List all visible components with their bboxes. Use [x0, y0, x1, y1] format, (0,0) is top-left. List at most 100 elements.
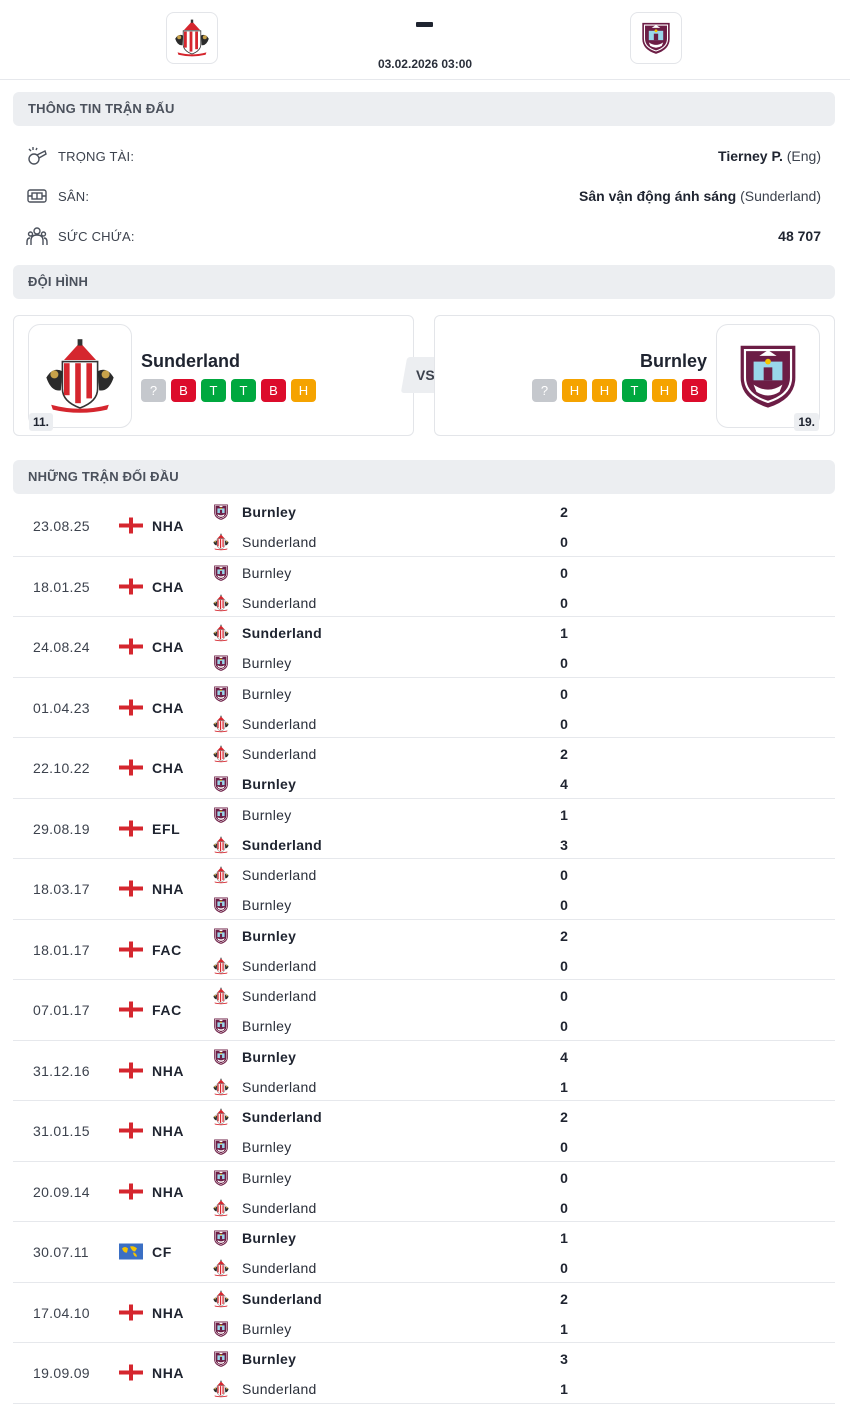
second-team[interactable]: Sunderland	[212, 1197, 317, 1219]
h2h-match-row[interactable]: 07.01.17 FAC Sunderland Burnley 0 0	[13, 980, 835, 1041]
sunderland-crest-icon	[212, 1259, 230, 1277]
h2h-match-row[interactable]: 18.01.25 CHA Burnley Sunderland 0 0	[13, 557, 835, 617]
h2h-match-row[interactable]: 30.07.11 CF Burnley Sunderland 1 0	[13, 1222, 835, 1283]
first-team[interactable]: Burnley	[212, 562, 292, 584]
first-team-name: Burnley	[242, 1169, 292, 1186]
home-team-card[interactable]: 11. Sunderland ? B T T B H	[13, 315, 414, 436]
competition-code[interactable]: FAC	[152, 941, 182, 958]
match-date: 31.12.16	[33, 1062, 90, 1079]
second-team[interactable]: Burnley	[212, 773, 296, 795]
home-team-name[interactable]: Sunderland	[141, 351, 241, 371]
first-team[interactable]: Burnley	[212, 804, 292, 826]
first-team[interactable]: Burnley	[212, 501, 296, 523]
away-team-name[interactable]: Burnley	[639, 351, 707, 371]
competition-code[interactable]: CHA	[152, 578, 185, 595]
h2h-match-row[interactable]: 18.03.17 NHA Sunderland Burnley 0 0	[13, 859, 835, 920]
competition-code[interactable]: NHA	[152, 1183, 185, 1200]
second-team[interactable]: Sunderland	[212, 531, 317, 553]
second-team[interactable]: Burnley	[212, 894, 292, 916]
first-team[interactable]: Sunderland	[212, 985, 317, 1007]
form-result-pill[interactable]: H	[291, 379, 316, 402]
form-result-pill[interactable]: T	[201, 379, 226, 402]
form-result-pill[interactable]: B	[171, 379, 196, 402]
first-team[interactable]: Sunderland	[212, 743, 317, 765]
second-team[interactable]: Sunderland	[212, 955, 317, 977]
form-result-pill[interactable]: T	[231, 379, 256, 402]
competition-code[interactable]: CHA	[152, 760, 185, 776]
second-team[interactable]: Burnley	[212, 1136, 292, 1158]
form-result-pill[interactable]: H	[652, 379, 677, 402]
second-team[interactable]: Burnley	[212, 652, 292, 674]
form-result-pill[interactable]: H	[592, 379, 617, 402]
away-team-crest[interactable]	[630, 12, 682, 64]
first-team[interactable]: Burnley	[212, 1046, 296, 1068]
competition-code[interactable]: NHA	[152, 1365, 185, 1381]
sunderland-crest-icon	[172, 18, 212, 58]
first-team[interactable]: Sunderland	[212, 864, 317, 886]
sunderland-crest-icon	[212, 1380, 230, 1398]
second-team[interactable]: Sunderland	[212, 1076, 317, 1098]
competition-code[interactable]: CHA	[152, 639, 185, 655]
first-team[interactable]: Sunderland	[212, 622, 322, 644]
away-team-logo[interactable]	[716, 324, 820, 428]
competition-code[interactable]: CHA	[152, 699, 185, 716]
competition-code[interactable]: NHA	[152, 1062, 185, 1079]
match-date: 01.04.23	[33, 699, 90, 716]
venue-name: Sân vận động ánh sáng	[579, 188, 737, 204]
form-result-pill[interactable]: B	[682, 379, 707, 402]
first-team-name: Burnley	[242, 1048, 297, 1065]
stadium-icon	[26, 185, 48, 207]
away-team-card[interactable]: 19. Burnley ? H H T H B	[434, 315, 835, 436]
world-flag-icon	[119, 1243, 143, 1260]
sunderland-crest-icon	[212, 745, 230, 763]
first-team[interactable]: Sunderland	[212, 1106, 322, 1128]
second-team-score: 0	[560, 1260, 568, 1276]
first-team[interactable]: Burnley	[212, 1348, 296, 1370]
second-team[interactable]: Sunderland	[212, 834, 322, 856]
first-team[interactable]: Sunderland	[212, 1288, 322, 1310]
competition-code[interactable]: NHA	[152, 881, 185, 897]
h2h-match-row[interactable]: 19.09.09 NHA Burnley Sunderland 3 1	[13, 1343, 835, 1404]
h2h-match-row[interactable]: 01.04.23 CHA Burnley Sunderland 0 0	[13, 678, 835, 738]
form-result-pill[interactable]: H	[562, 379, 587, 402]
form-result-pill[interactable]: ?	[532, 379, 557, 402]
competition-code[interactable]: CF	[152, 1244, 172, 1260]
sunderland-crest-icon	[212, 987, 230, 1005]
h2h-match-row[interactable]: 24.08.24 CHA Sunderland Burnley 1 0	[13, 617, 835, 678]
second-team[interactable]: Sunderland	[212, 1257, 317, 1279]
second-team[interactable]: Burnley	[212, 1318, 292, 1340]
second-team-score: 0	[560, 534, 568, 550]
h2h-match-row[interactable]: 17.04.10 NHA Sunderland Burnley 2 1	[13, 1283, 835, 1343]
second-team-score: 0	[560, 1018, 568, 1034]
h2h-match-row[interactable]: 31.01.15 NHA Sunderland Burnley 2 0	[13, 1101, 835, 1162]
first-team[interactable]: Burnley	[212, 925, 296, 947]
home-team-crest[interactable]	[166, 12, 218, 64]
second-team[interactable]: Burnley	[212, 1015, 292, 1037]
competition-code[interactable]: NHA	[152, 1123, 185, 1139]
competition-code[interactable]: FAC	[152, 1002, 182, 1018]
form-result-pill[interactable]: B	[261, 379, 286, 402]
competition-code[interactable]: NHA	[152, 1304, 185, 1321]
second-team[interactable]: Sunderland	[212, 713, 317, 735]
h2h-match-row[interactable]: 29.08.19 EFL Burnley Sunderland 1 3	[13, 799, 835, 859]
h2h-match-row[interactable]: 22.10.22 CHA Sunderland Burnley 2 4	[13, 738, 835, 799]
h2h-match-row[interactable]: 23.08.25 NHA Burnley Sunderland 2 0	[13, 496, 835, 557]
first-team-score: 0	[560, 685, 568, 702]
first-team[interactable]: Burnley	[212, 1227, 296, 1249]
first-team-score: 1	[560, 806, 568, 823]
match-date: 24.08.24	[33, 639, 90, 655]
second-team[interactable]: Sunderland	[212, 592, 317, 614]
competition-code[interactable]: NHA	[152, 518, 185, 534]
first-team-score: 2	[560, 1109, 568, 1125]
h2h-match-row[interactable]: 18.01.17 FAC Burnley Sunderland 2 0	[13, 920, 835, 980]
h2h-match-row[interactable]: 31.12.16 NHA Burnley Sunderland 4 1	[13, 1041, 835, 1101]
competition-code[interactable]: EFL	[152, 820, 181, 837]
england-flag-icon	[119, 517, 143, 534]
home-team-logo[interactable]	[28, 324, 132, 428]
second-team[interactable]: Sunderland	[212, 1378, 317, 1400]
h2h-match-row[interactable]: 20.09.14 NHA Burnley Sunderland 0 0	[13, 1162, 835, 1222]
form-result-pill[interactable]: ?	[141, 379, 166, 402]
first-team[interactable]: Burnley	[212, 1167, 292, 1189]
first-team[interactable]: Burnley	[212, 683, 292, 705]
form-result-pill[interactable]: T	[622, 379, 647, 402]
